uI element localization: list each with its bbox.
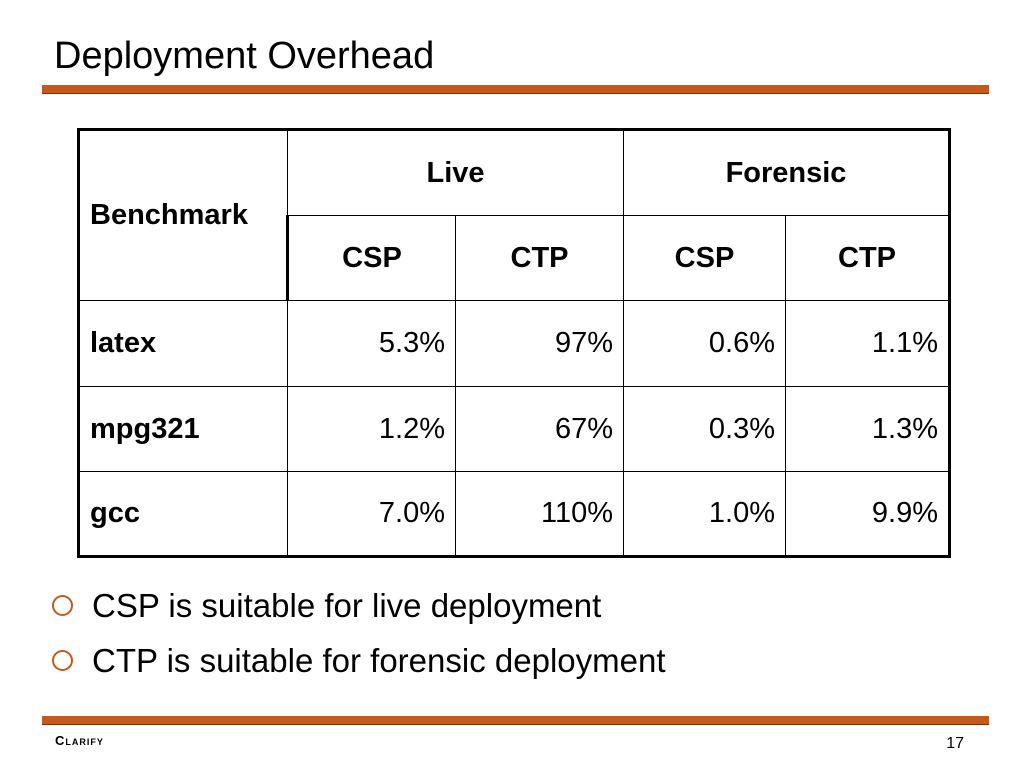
cell-forensic-ctp: 1.1% xyxy=(785,300,951,387)
table-row: mpg321 1.2% 67% 0.3% 1.3% xyxy=(77,386,951,472)
row-name: gcc xyxy=(77,471,288,558)
bullet-list: CSP is suitable for live deployment CTP … xyxy=(52,578,666,688)
cell-live-ctp: 67% xyxy=(455,386,624,472)
cell-forensic-csp: 0.3% xyxy=(623,386,786,472)
page-number: 17 xyxy=(946,735,964,752)
group-header-forensic: Forensic xyxy=(623,128,951,216)
bullet-item: CTP is suitable for forensic deployment xyxy=(52,633,666,688)
subheader-live-csp: CSP xyxy=(286,215,456,301)
row-name: mpg321 xyxy=(77,386,288,472)
table-row: latex 5.3% 97% 0.6% 1.1% xyxy=(77,300,951,387)
subheader-forensic-ctp: CTP xyxy=(785,215,951,301)
cell-live-csp: 5.3% xyxy=(287,300,456,387)
bullet-item: CSP is suitable for live deployment xyxy=(52,578,666,633)
cell-forensic-ctp: 9.9% xyxy=(785,471,951,558)
subheader-forensic-csp: CSP xyxy=(623,215,786,301)
row-name: latex xyxy=(77,300,288,387)
table-row: gcc 7.0% 110% 1.0% 9.9% xyxy=(77,471,951,558)
bullet-text: CTP is suitable for forensic deployment xyxy=(92,641,666,679)
footer-divider xyxy=(42,716,989,724)
footer-brand: Clarify xyxy=(55,733,104,748)
benchmark-header: Benchmark xyxy=(77,128,288,301)
title-divider xyxy=(42,85,989,93)
cell-live-csp: 1.2% xyxy=(287,386,456,472)
overhead-table: Benchmark Live Forensic CSP CTP CSP CTP … xyxy=(77,128,951,558)
slide-title: Deployment Overhead xyxy=(54,35,435,77)
circle-bullet-icon xyxy=(52,650,73,671)
cell-live-ctp: 110% xyxy=(455,471,624,558)
cell-forensic-csp: 1.0% xyxy=(623,471,786,558)
cell-forensic-csp: 0.6% xyxy=(623,300,786,387)
cell-live-csp: 7.0% xyxy=(287,471,456,558)
group-header-live: Live xyxy=(287,128,624,216)
circle-bullet-icon xyxy=(52,595,73,616)
bullet-text: CSP is suitable for live deployment xyxy=(92,586,602,624)
cell-live-ctp: 97% xyxy=(455,300,624,387)
subheader-live-ctp: CTP xyxy=(455,215,624,301)
cell-forensic-ctp: 1.3% xyxy=(785,386,951,472)
table-header-row: Benchmark Live Forensic xyxy=(77,128,951,301)
